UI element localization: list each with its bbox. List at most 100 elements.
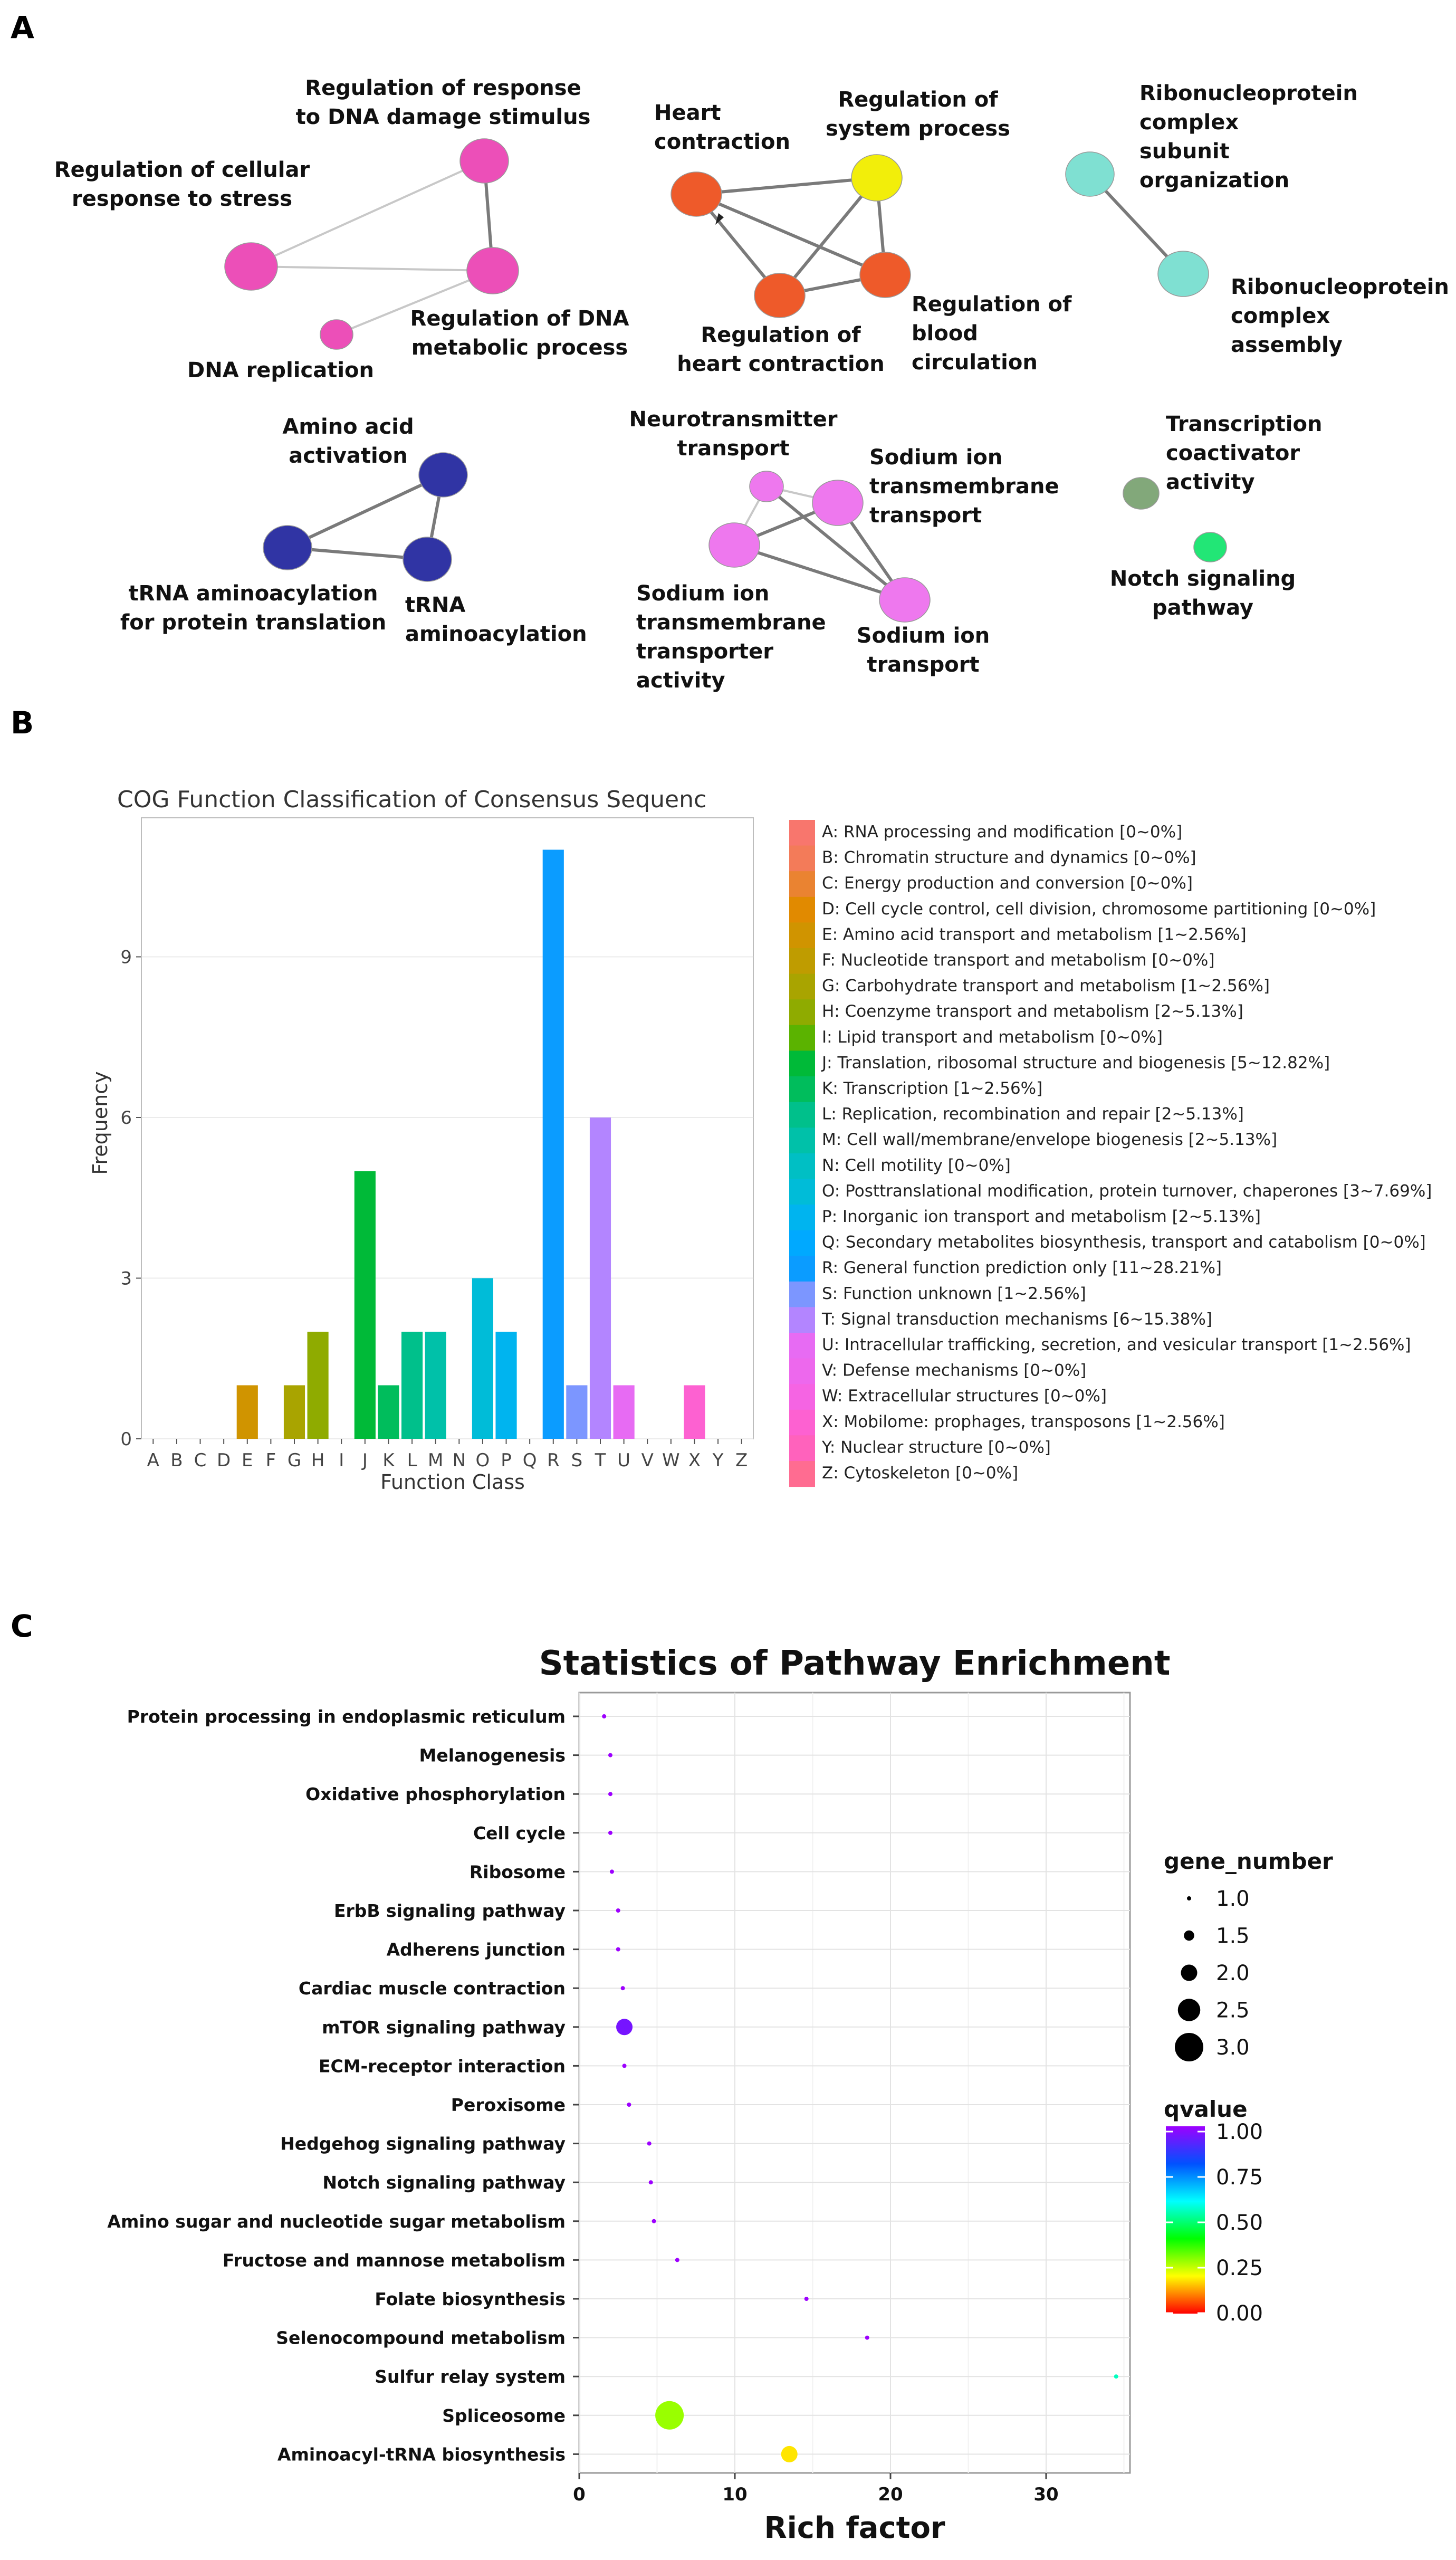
- network-node-label: Regulation of blood circulation: [912, 292, 1072, 375]
- panel-label-a: A: [11, 9, 34, 45]
- color-legend-title: qvalue: [1164, 2096, 1248, 2122]
- network-node-label: Ribonucleoprotein complex assembly: [1231, 275, 1449, 357]
- network-node-n19[interactable]: [1193, 532, 1227, 562]
- pathway-point[interactable]: [1114, 2374, 1118, 2379]
- legend-entry: K: Transcription [1~2.56%]: [822, 1079, 1042, 1098]
- pathway-point[interactable]: [865, 2335, 869, 2340]
- network-node-label: Heart contraction: [654, 101, 790, 154]
- network-node-n13[interactable]: [403, 537, 452, 582]
- network-node-n15[interactable]: [812, 480, 864, 526]
- network-edge: [734, 543, 905, 601]
- x-tick-label: Z: [735, 1450, 748, 1471]
- pathway-point[interactable]: [655, 2401, 684, 2430]
- legend-key: [789, 1025, 815, 1051]
- pathway-point[interactable]: [602, 1714, 607, 1718]
- bar-X[interactable]: [684, 1385, 705, 1439]
- legend-key: [789, 871, 815, 897]
- x-tick-label: E: [242, 1450, 253, 1471]
- pathway-label: Aminoacyl-tRNA biosynthesis: [277, 2444, 566, 2465]
- pathway-point[interactable]: [647, 2141, 652, 2146]
- legend-entry: S: Function unknown [1~2.56%]: [822, 1284, 1086, 1303]
- legend-key: [789, 1153, 815, 1179]
- legend-key: [789, 948, 815, 975]
- network-node-label: Regulation of system process: [826, 88, 1010, 141]
- y-axis-label: Frequency: [89, 1071, 112, 1174]
- bar-O[interactable]: [472, 1278, 493, 1439]
- bar-H[interactable]: [307, 1332, 329, 1439]
- network-node-n17[interactable]: [879, 577, 931, 623]
- pathway-label: mTOR signaling pathway: [322, 2017, 566, 2038]
- pathway-label: Spliceosome: [442, 2405, 566, 2426]
- color-legend-label: 0.75: [1216, 2165, 1263, 2190]
- network-node-n14[interactable]: [749, 471, 784, 502]
- pathway-label: Cell cycle: [473, 1823, 566, 1843]
- pathway-point[interactable]: [781, 2446, 798, 2462]
- pathway-label: Hedgehog signaling pathway: [280, 2134, 566, 2154]
- legend-key: [789, 973, 815, 1000]
- network-node-n1[interactable]: [459, 138, 509, 184]
- network-node-n2[interactable]: [224, 242, 278, 291]
- pathway-point[interactable]: [648, 2180, 653, 2185]
- network-panel: A Regulation of response to DNA damage st…: [11, 9, 1449, 693]
- network-edge: [765, 485, 906, 601]
- x-tick-label: R: [547, 1450, 560, 1471]
- pathway-point[interactable]: [622, 2064, 627, 2068]
- size-legend-label: 1.0: [1216, 1887, 1250, 1911]
- pathway-point[interactable]: [616, 1908, 620, 1913]
- bar-T[interactable]: [589, 1117, 611, 1439]
- x-tick-label: 30: [1033, 2484, 1058, 2505]
- network-node-n4[interactable]: [320, 319, 353, 350]
- qvalue-colorbar: [1166, 2126, 1205, 2314]
- legend-entry: W: Extracellular structures [0~0%]: [822, 1387, 1107, 1406]
- pathway-point[interactable]: [804, 2297, 809, 2301]
- pathway-point[interactable]: [652, 2219, 656, 2223]
- network-node-n5[interactable]: [670, 171, 722, 217]
- legend-entry: L: Replication, recombination and repair…: [822, 1105, 1244, 1124]
- pathway-point[interactable]: [627, 2103, 631, 2107]
- network-node-n12[interactable]: [263, 525, 312, 570]
- bar-L[interactable]: [401, 1332, 423, 1439]
- pathway-point[interactable]: [608, 1753, 612, 1757]
- network-edge: [286, 473, 444, 549]
- network-node-n3[interactable]: [466, 247, 519, 294]
- legend-entry: Z: Cytoskeleton [0~0%]: [822, 1464, 1018, 1483]
- pathway-label: Adherens junction: [387, 1940, 566, 1960]
- bar-E[interactable]: [236, 1385, 258, 1439]
- network-node-n18[interactable]: [1123, 477, 1160, 510]
- legend-key: [789, 1307, 815, 1333]
- bar-M[interactable]: [425, 1332, 446, 1439]
- network-node-label: Sodium ion transport: [857, 624, 990, 677]
- legend-key: [789, 1358, 815, 1384]
- legend-entry: O: Posttranslational modification, prote…: [822, 1181, 1432, 1200]
- x-tick-label: L: [407, 1450, 417, 1471]
- pathway-point[interactable]: [608, 1792, 612, 1797]
- pathway-point[interactable]: [620, 1986, 625, 1991]
- x-tick-label: D: [217, 1450, 231, 1471]
- network-node-label: Neurotransmitter transport: [629, 407, 838, 461]
- pathway-point[interactable]: [608, 1830, 612, 1835]
- bar-R[interactable]: [542, 849, 564, 1439]
- pathway-label: ErbB signaling pathway: [334, 1900, 566, 1921]
- network-node-n6[interactable]: [851, 154, 903, 202]
- legend-entry: T: Signal transduction mechanisms [6~15.…: [821, 1310, 1212, 1329]
- bar-G[interactable]: [283, 1385, 305, 1439]
- pathway-point[interactable]: [616, 1947, 620, 1952]
- pathway-point[interactable]: [675, 2258, 679, 2262]
- edge-arrowhead: [715, 213, 724, 225]
- bar-K[interactable]: [378, 1385, 399, 1439]
- x-tick-label: K: [382, 1450, 395, 1471]
- network-node-n7[interactable]: [754, 273, 806, 318]
- bar-S[interactable]: [566, 1385, 588, 1439]
- bar-U[interactable]: [613, 1385, 635, 1439]
- network-node-n16[interactable]: [708, 522, 760, 568]
- bar-P[interactable]: [495, 1332, 517, 1439]
- bar-J[interactable]: [354, 1171, 376, 1439]
- legend-key: [789, 922, 815, 949]
- pathway-point[interactable]: [609, 1869, 614, 1874]
- network-node-n11[interactable]: [418, 452, 468, 498]
- pathway-point[interactable]: [616, 2019, 633, 2036]
- network-node-n9[interactable]: [1065, 151, 1115, 197]
- legend-key: [789, 1256, 815, 1282]
- network-node-n8[interactable]: [859, 252, 911, 298]
- network-node-n10[interactable]: [1157, 251, 1209, 297]
